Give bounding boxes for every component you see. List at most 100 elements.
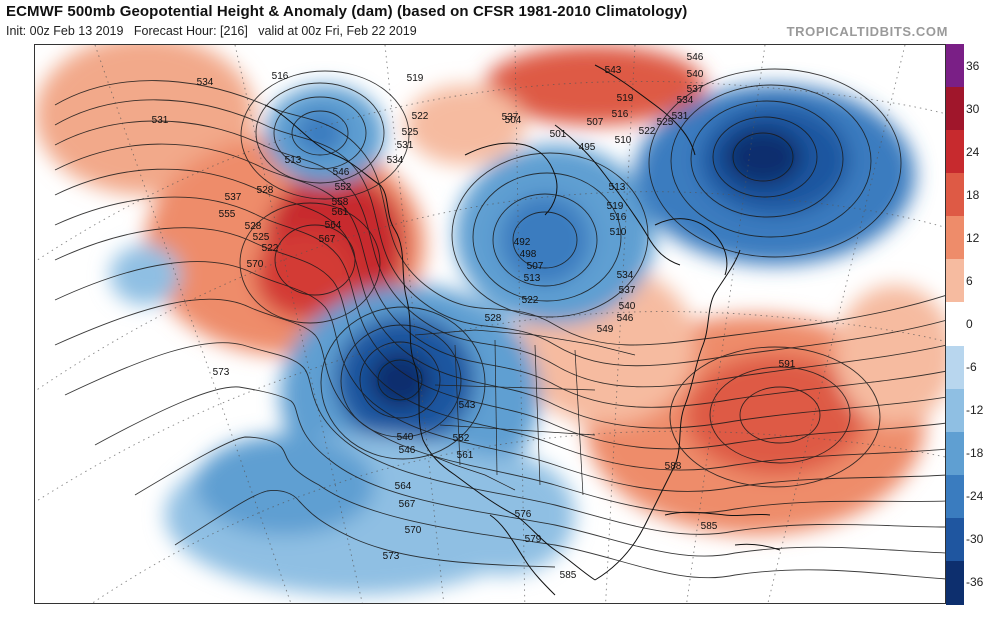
colorbar-label: 30 [966, 101, 980, 116]
chart-title: ECMWF 500mb Geopotential Height & Anomal… [6, 3, 688, 20]
colorbar-label: 6 [966, 273, 973, 288]
contour-label: 519 [407, 73, 424, 84]
colorbar-segment [946, 474, 964, 519]
colorbar-segment [946, 216, 964, 261]
ridge-north-pacific [35, 45, 255, 195]
contour-label: 546 [617, 313, 634, 324]
colorbar-label: -24 [966, 489, 984, 504]
coastlines [264, 64, 781, 596]
contour-label: 519 [617, 93, 634, 104]
graticule [35, 45, 945, 603]
map-canvas: 5315345165135195225255285315345375435465… [35, 45, 945, 603]
contour-label: 513 [609, 182, 626, 193]
colorbar-label: -36 [966, 575, 984, 590]
contour-label: 522 [412, 111, 429, 122]
contour-label: 546 [687, 52, 704, 63]
contour-label: 537 [502, 112, 519, 123]
contour-label: 552 [335, 182, 352, 193]
colorbar-segment [946, 517, 964, 562]
contour-labels: 5315345165135195225255285315345375435465… [152, 52, 796, 581]
colorbar-labels: 36 30 24 18 12 6 0 -6 -12 -18 -24 -30 -36 [966, 44, 1000, 604]
contour-label: 537 [687, 84, 704, 95]
ridge-east-atlantic [835, 285, 945, 425]
contour-label: 501 [550, 129, 567, 140]
colorbar-segment [946, 302, 964, 347]
contour-label: 540 [687, 69, 704, 80]
contour-label: 555 [219, 209, 236, 220]
contour-label: 510 [610, 227, 627, 238]
contour-label: 579 [525, 534, 542, 545]
political-borders [414, 329, 636, 496]
brand-watermark: TROPICALTIDBITS.COM [786, 24, 948, 39]
height-contours [54, 68, 945, 580]
trough-subtropical-core [195, 435, 375, 535]
contour-label: 540 [619, 301, 636, 312]
contour-label: 540 [397, 432, 414, 443]
contour-label: 525 [402, 127, 419, 138]
ridge-atlantic-core [685, 355, 865, 475]
contour-label: 525 [253, 232, 270, 243]
contour-label: 495 [579, 142, 596, 153]
contour-label: 573 [213, 367, 230, 378]
contour-label: 558 [332, 197, 349, 208]
run-info: Init: 00z Feb 13 2019 Forecast Hour: [21… [6, 24, 417, 38]
anomaly-shading [35, 45, 945, 595]
contour-label: 564 [325, 220, 342, 231]
ridge-arctic [405, 85, 525, 165]
colorbar-segment [946, 87, 964, 132]
colorbar-label: 0 [966, 317, 973, 331]
contour-label: 585 [701, 521, 718, 532]
colorbar-segment [946, 44, 964, 89]
ridge-greenland [485, 45, 705, 125]
contour-label: 576 [515, 509, 532, 520]
forecast-hour: Forecast Hour: [216] [133, 24, 248, 38]
contour-label: 570 [247, 259, 264, 270]
colorbar-label: -30 [966, 532, 984, 547]
colorbar-label: 18 [966, 187, 980, 202]
contour-label: 516 [612, 109, 629, 120]
contour-label: 522 [262, 243, 279, 254]
contour-label: 516 [610, 212, 627, 223]
contour-label: 507 [587, 117, 604, 128]
colorbar-segment [946, 259, 964, 304]
contour-label: 528 [257, 185, 274, 196]
colorbar-segment [946, 130, 964, 175]
contour-label: 537 [619, 285, 636, 296]
contour-label: 573 [383, 551, 400, 562]
contour-label: 522 [639, 126, 656, 137]
colorbar-label: -12 [966, 403, 984, 418]
contour-label: 534 [197, 77, 214, 88]
contour-label: 492 [514, 237, 531, 248]
contour-label: 534 [387, 155, 404, 166]
contour-label: 522 [522, 295, 539, 306]
colorbar-segment [946, 560, 964, 605]
anomaly-colorbar [946, 44, 964, 605]
contour-label: 564 [395, 481, 412, 492]
contour-label: 591 [779, 359, 796, 370]
trough-north-atlantic-center [723, 127, 803, 187]
contour-label: 561 [457, 450, 474, 461]
contour-label: 519 [607, 201, 624, 212]
colorbar-label: 24 [966, 144, 980, 159]
colorbar-segment [946, 431, 964, 476]
trough-west-us-center [368, 350, 432, 410]
colorbar-label: -6 [966, 360, 977, 375]
contour-label: 552 [453, 433, 470, 444]
contour-label: 561 [332, 207, 349, 218]
contour-label: 531 [152, 115, 169, 126]
colorbar-segment [946, 173, 964, 218]
init-time: Init: 00z Feb 13 2019 [6, 24, 124, 38]
contour-label: 531 [672, 111, 689, 122]
contour-label: 507 [527, 261, 544, 272]
contour-label: 570 [405, 525, 422, 536]
contour-label: 537 [225, 192, 242, 203]
colorbar-label: -18 [966, 446, 984, 461]
contour-label: 567 [319, 234, 336, 245]
contour-label: 585 [560, 570, 577, 581]
colorbar-label: 12 [966, 230, 980, 245]
contour-label: 543 [459, 400, 476, 411]
contour-label: 534 [677, 95, 694, 106]
weather-map: 531 534 516 513 519 522 525 528 531 534 537 543 546 5… [34, 44, 946, 604]
colorbar-segment [946, 388, 964, 433]
contour-label: 543 [605, 65, 622, 76]
